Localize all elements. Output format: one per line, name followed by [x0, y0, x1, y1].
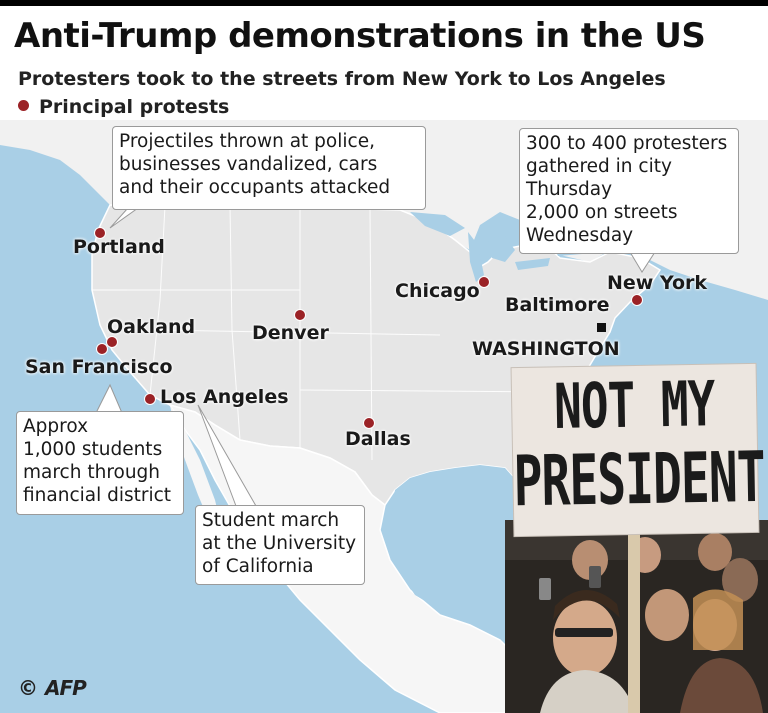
- oakland-pin-icon: [106, 336, 118, 348]
- new-york-callout: 300 to 400 protesters gathered in city T…: [519, 128, 739, 254]
- city-label-oakland: Oakland: [107, 316, 196, 338]
- sign-line-1: NOT MY: [553, 367, 715, 443]
- afp-credit: © AFP: [18, 676, 87, 700]
- san-francisco-pin-icon: [96, 343, 108, 355]
- copyright-icon: ©: [18, 676, 38, 700]
- callout-line: gathered in city: [526, 156, 672, 177]
- state-borders: [92, 205, 561, 461]
- callout-line: Thursday: [526, 179, 613, 200]
- chicago-pin-icon: [478, 276, 490, 288]
- dallas-pin-icon: [363, 417, 375, 429]
- top-bar: [0, 0, 768, 6]
- callout-line: 1,000 students: [23, 439, 163, 460]
- callout-line: march through: [23, 462, 161, 483]
- callout-line: Projectiles thrown at police,: [119, 131, 375, 152]
- callout-line: financial district: [23, 485, 172, 506]
- great-lakes: [410, 212, 585, 282]
- legend-label: Principal protests: [39, 96, 230, 118]
- washington-capital-icon: [597, 323, 606, 332]
- callout-line: Student march: [202, 510, 340, 531]
- sign-line-2: PRESIDENT: [512, 437, 766, 523]
- city-label-dallas: Dallas: [345, 428, 411, 450]
- denver-pin-icon: [294, 309, 306, 321]
- callout-line: Approx: [23, 416, 89, 437]
- callout-line: at the University: [202, 533, 357, 554]
- callout-line: and their occupants attacked: [119, 177, 391, 198]
- map-subtitle: Protesters took to the streets from New …: [18, 68, 666, 90]
- portland-callout: Projectiles thrown at police, businesses…: [112, 126, 426, 210]
- city-label-chicago: Chicago: [395, 280, 480, 302]
- callout-line: of California: [202, 556, 314, 577]
- callout-line: 300 to 400 protesters: [526, 133, 728, 154]
- city-label-los-angeles: Los Angeles: [160, 386, 289, 408]
- city-label-denver: Denver: [252, 322, 329, 344]
- sign-pole: [628, 495, 640, 713]
- city-label-baltimore: Baltimore: [505, 294, 610, 316]
- map-title: Anti-Trump demonstrations in the US: [14, 16, 706, 56]
- map-legend: Principal protests: [18, 96, 229, 118]
- callout-line: businesses vandalized, cars: [119, 154, 378, 175]
- callout-line: Wednesday: [526, 225, 634, 246]
- afp-logo: AFP: [44, 676, 87, 700]
- city-label-portland: Portland: [73, 236, 165, 258]
- callout-line: 2,000 on streets: [526, 202, 678, 223]
- city-label-washington: WASHINGTON: [472, 338, 620, 360]
- san-francisco-callout: Approx 1,000 students march through fina…: [16, 411, 184, 515]
- new-york-pin-icon: [631, 294, 643, 306]
- protest-sign: NOT MY PRESIDENT: [511, 363, 766, 537]
- legend-dot-icon: [18, 100, 29, 111]
- city-label-san-francisco: San Francisco: [25, 356, 173, 378]
- portland-pin-icon: [94, 227, 106, 239]
- los-angeles-callout: Student march at the University of Calif…: [195, 505, 365, 585]
- city-label-new-york: New York: [607, 272, 708, 294]
- gulf-of-mexico: [388, 465, 520, 610]
- los-angeles-pin-icon: [144, 393, 156, 405]
